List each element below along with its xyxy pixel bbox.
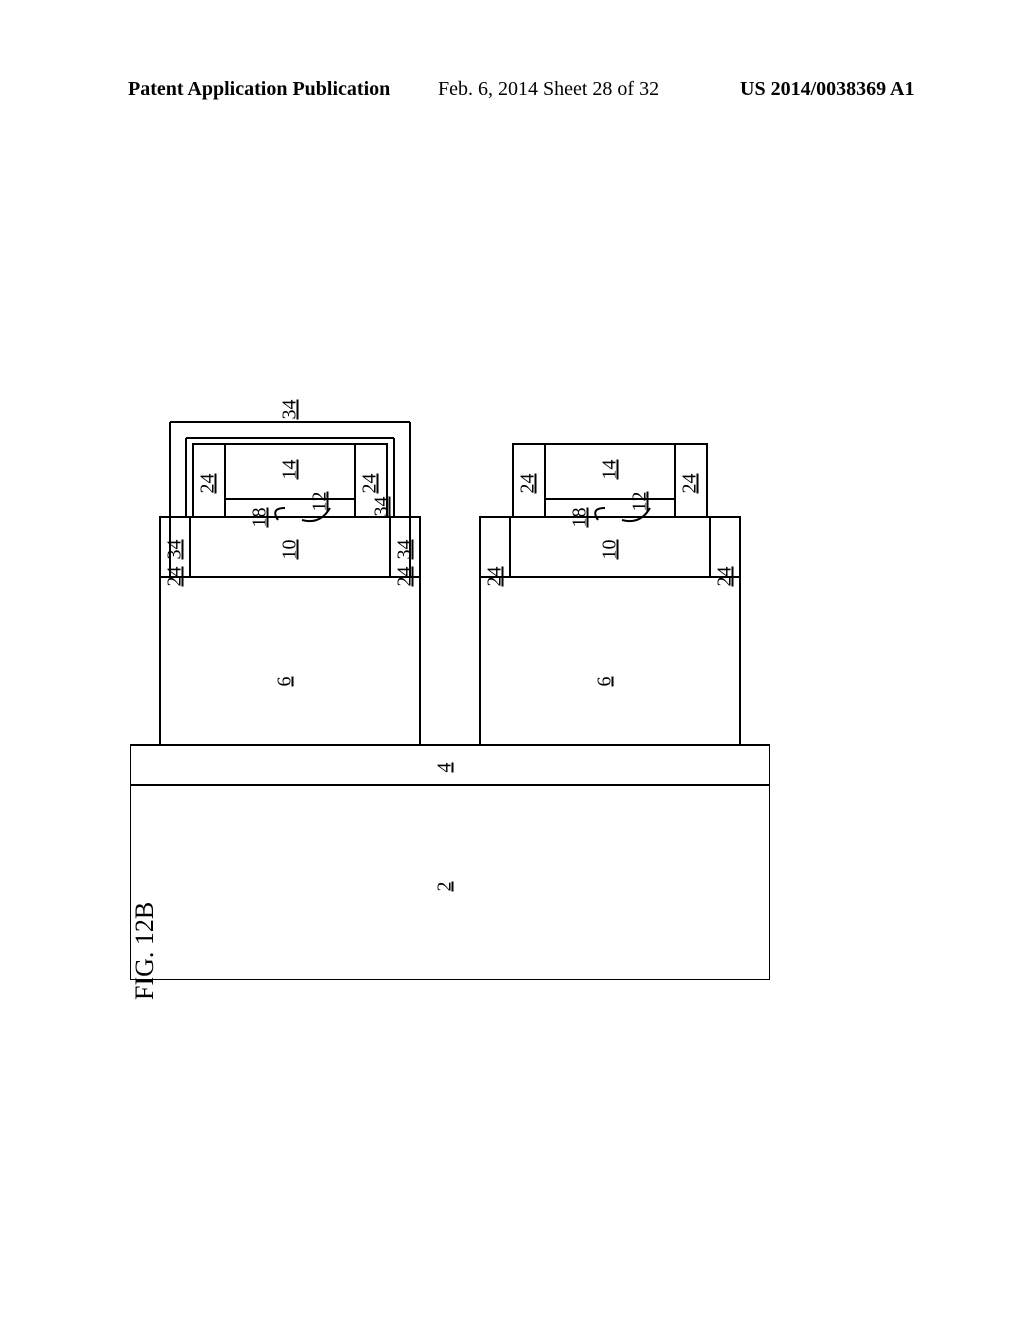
- ref-label: 14: [279, 460, 302, 480]
- ref-label: 24: [164, 567, 187, 587]
- ref-label: 24: [394, 567, 417, 587]
- ref-label: 24: [484, 567, 507, 587]
- ref-label: 24: [517, 474, 540, 494]
- ref-label: 24: [679, 474, 702, 494]
- ref-label: 14: [599, 460, 622, 480]
- ref-label: 24: [714, 567, 737, 587]
- ref-label: 18: [249, 508, 272, 528]
- ref-label: 18: [569, 508, 592, 528]
- header-left: Patent Application Publication: [128, 78, 390, 101]
- diagram-svg: [130, 180, 770, 980]
- ref-label: 24: [359, 474, 382, 494]
- ref-label: 10: [599, 540, 622, 560]
- figure-label: FIG. 12B: [130, 902, 160, 1000]
- ref-label: 2: [434, 882, 457, 892]
- ref-label: 12: [629, 492, 652, 512]
- ref-label: 6: [274, 677, 297, 687]
- ref-label: 24: [197, 474, 220, 494]
- ref-label: 4: [434, 763, 457, 773]
- ref-label: 34: [279, 400, 302, 420]
- ref-label: 34: [394, 540, 417, 560]
- header-center: Feb. 6, 2014 Sheet 28 of 32: [438, 78, 659, 101]
- figure-area: [130, 180, 770, 980]
- ref-label: 34: [164, 540, 187, 560]
- ref-label: 12: [309, 492, 332, 512]
- ref-label: 34: [371, 497, 394, 517]
- ref-label: 10: [279, 540, 302, 560]
- header-right: US 2014/0038369 A1: [740, 78, 914, 101]
- ref-label: 6: [594, 677, 617, 687]
- page: Patent Application Publication Feb. 6, 2…: [0, 0, 1024, 1320]
